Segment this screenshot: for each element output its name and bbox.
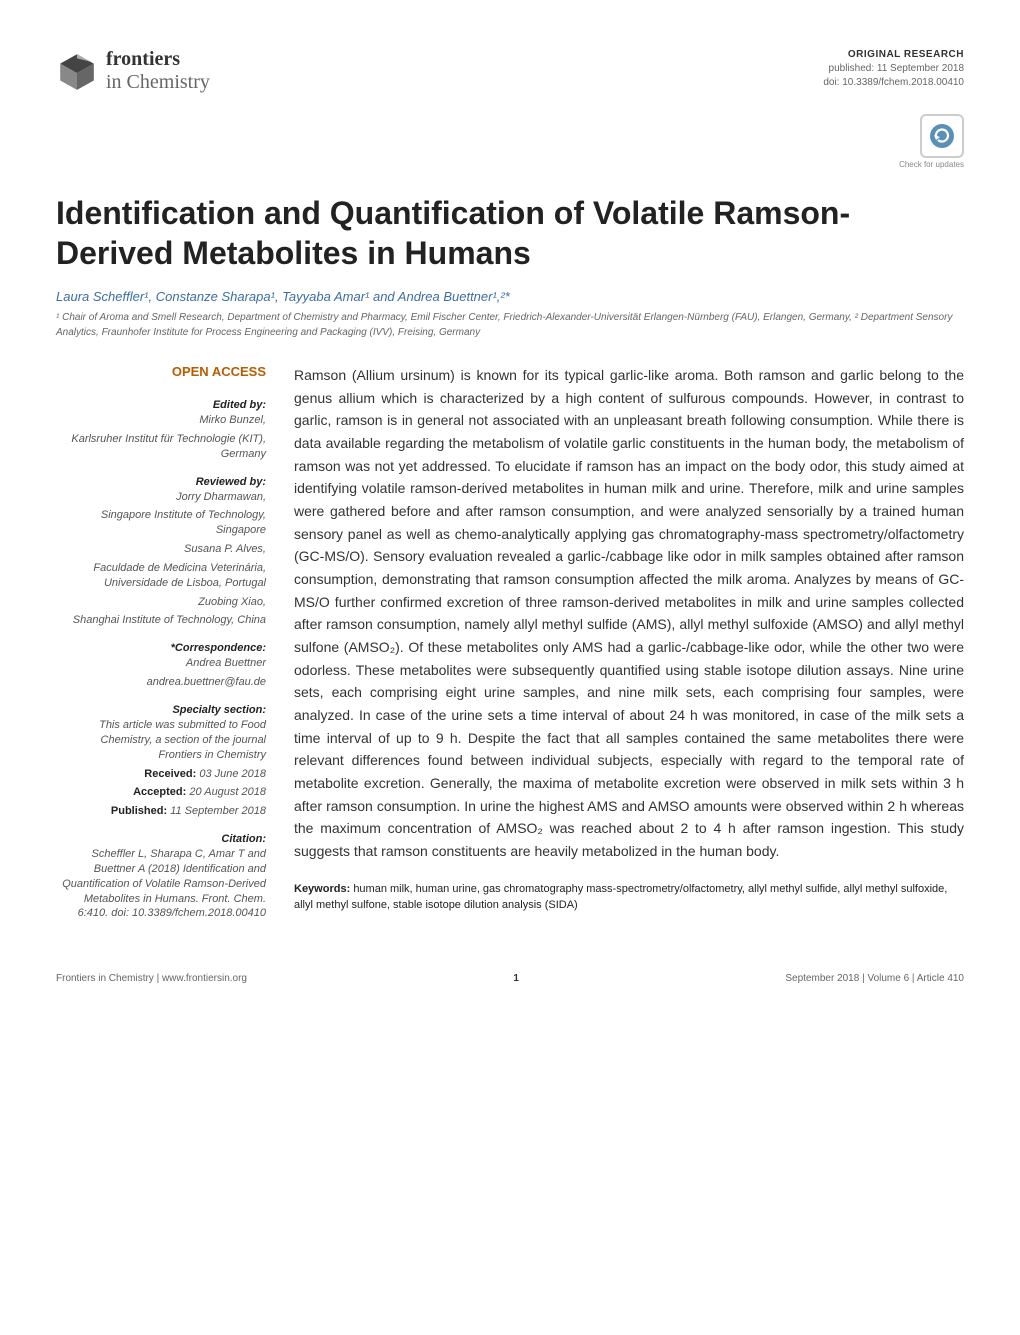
footer-left: Frontiers in Chemistry | www.frontiersin… xyxy=(56,973,247,984)
reviewer3-name: Zuobing Xiao, xyxy=(56,595,266,610)
article-title: Identification and Quantification of Vol… xyxy=(56,193,964,273)
received-label: Received: xyxy=(144,768,196,780)
specialty-text: This article was submitted to Food Chemi… xyxy=(56,718,266,763)
editor-affiliation: Karlsruher Institut für Technologie (KIT… xyxy=(56,432,266,462)
received-value: 03 June 2018 xyxy=(199,768,266,780)
editor-name: Mirko Bunzel, xyxy=(56,413,266,428)
abstract-text: Ramson (Allium ursinum) is known for its… xyxy=(294,364,964,863)
accepted-row: Accepted: 20 August 2018 xyxy=(56,785,266,800)
published-label: Published: xyxy=(111,805,167,817)
footer-right: September 2018 | Volume 6 | Article 410 xyxy=(785,973,964,984)
check-updates-badge[interactable]: Check for updates xyxy=(56,114,964,169)
journal-logo-text: frontiers in Chemistry xyxy=(106,48,210,94)
citation-text: Scheffler L, Sharapa C, Amar T and Buett… xyxy=(56,847,266,921)
main-content: Ramson (Allium ursinum) is known for its… xyxy=(294,364,964,925)
page-footer: Frontiers in Chemistry | www.frontiersin… xyxy=(56,973,964,984)
body-grid: OPEN ACCESS Edited by: Mirko Bunzel, Kar… xyxy=(56,364,964,925)
open-access-label: OPEN ACCESS xyxy=(56,364,266,379)
citation-label: Citation: xyxy=(56,833,266,845)
accepted-value: 20 August 2018 xyxy=(189,786,266,798)
journal-logo: frontiers in Chemistry xyxy=(56,48,210,94)
check-updates-icon xyxy=(928,122,956,150)
authors-line: Laura Scheffler¹, Constanze Sharapa¹, Ta… xyxy=(56,289,964,304)
article-meta: ORIGINAL RESEARCH published: 11 Septembe… xyxy=(823,48,964,90)
page-container: frontiers in Chemistry ORIGINAL RESEARCH… xyxy=(0,0,1020,1008)
reviewed-by-label: Reviewed by: xyxy=(56,476,266,488)
published-value: 11 September 2018 xyxy=(170,805,266,817)
doi-text: doi: 10.3389/fchem.2018.00410 xyxy=(823,76,964,90)
article-type: ORIGINAL RESEARCH xyxy=(823,48,964,62)
correspondence-name: Andrea Buettner xyxy=(56,656,266,671)
logo-bottom-text: in Chemistry xyxy=(106,71,210,94)
logo-top-text: frontiers xyxy=(106,48,210,71)
correspondence-email[interactable]: andrea.buettner@fau.de xyxy=(56,675,266,690)
keywords-label: Keywords: xyxy=(294,883,350,895)
affiliations: ¹ Chair of Aroma and Smell Research, Dep… xyxy=(56,310,964,340)
keywords-text: human milk, human urine, gas chromatogra… xyxy=(294,883,947,912)
keywords-block: Keywords: human milk, human urine, gas c… xyxy=(294,881,964,914)
correspondence-label: *Correspondence: xyxy=(56,642,266,654)
specialty-label: Specialty section: xyxy=(56,704,266,716)
page-header: frontiers in Chemistry ORIGINAL RESEARCH… xyxy=(56,48,964,94)
reviewer2-name: Susana P. Alves, xyxy=(56,542,266,557)
reviewer2-affiliation: Faculdade de Medicina Veterinária, Unive… xyxy=(56,561,266,591)
reviewer1-affiliation: Singapore Institute of Technology, Singa… xyxy=(56,508,266,538)
received-row: Received: 03 June 2018 xyxy=(56,767,266,782)
update-badge-row: Check for updates xyxy=(56,114,964,169)
footer-page-number: 1 xyxy=(513,973,519,984)
sidebar: OPEN ACCESS Edited by: Mirko Bunzel, Kar… xyxy=(56,364,266,925)
published-date: published: 11 September 2018 xyxy=(823,62,964,76)
frontiers-logo-icon xyxy=(56,50,98,92)
published-row: Published: 11 September 2018 xyxy=(56,804,266,819)
accepted-label: Accepted: xyxy=(133,786,186,798)
badge-caption: Check for updates xyxy=(56,160,964,169)
reviewer3-affiliation: Shanghai Institute of Technology, China xyxy=(56,613,266,628)
edited-by-label: Edited by: xyxy=(56,399,266,411)
reviewer1-name: Jorry Dharmawan, xyxy=(56,490,266,505)
